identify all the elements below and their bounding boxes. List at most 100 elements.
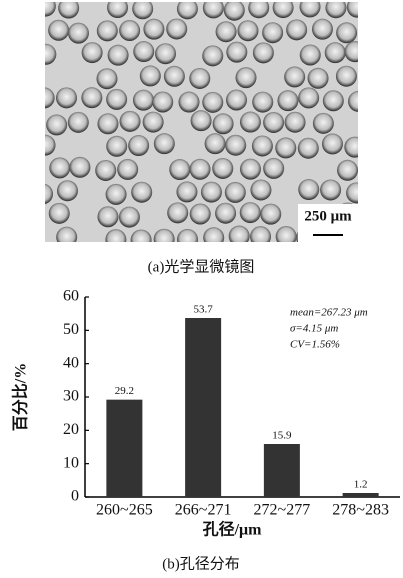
bead bbox=[336, 22, 357, 43]
bead bbox=[298, 87, 319, 108]
bead bbox=[69, 157, 90, 178]
annotation: σ=4.15 μm bbox=[290, 323, 338, 335]
bead bbox=[32, 183, 53, 204]
bead bbox=[48, 20, 69, 41]
bead bbox=[154, 229, 175, 250]
bead bbox=[49, 203, 70, 224]
bead bbox=[190, 159, 211, 180]
bead bbox=[81, 87, 102, 108]
bead bbox=[97, 20, 118, 41]
bead bbox=[97, 206, 118, 227]
y-tick-label: 30 bbox=[63, 388, 79, 405]
bead bbox=[346, 182, 367, 203]
bead bbox=[240, 159, 261, 180]
bead bbox=[46, 114, 67, 135]
bead bbox=[252, 92, 273, 113]
bar bbox=[185, 318, 221, 497]
y-axis-label: 百分比/% bbox=[12, 363, 30, 431]
bead bbox=[57, 180, 78, 201]
bead bbox=[356, 203, 377, 224]
bead bbox=[253, 42, 274, 63]
bead bbox=[300, 44, 321, 65]
bead bbox=[82, 42, 103, 63]
value-label: 53.7 bbox=[194, 304, 214, 316]
bead bbox=[276, 226, 297, 247]
bead bbox=[337, 160, 358, 181]
bead bbox=[229, 226, 250, 247]
bead bbox=[240, 112, 261, 133]
bead bbox=[140, 65, 161, 86]
bead bbox=[35, 135, 56, 156]
y-tick-label: 0 bbox=[71, 488, 79, 505]
bead bbox=[34, 87, 55, 108]
bead bbox=[286, 19, 307, 40]
bead bbox=[360, 67, 381, 88]
y-tick-label: 10 bbox=[63, 454, 79, 471]
bead bbox=[212, 158, 233, 179]
x-tick-label: 260~265 bbox=[96, 502, 153, 519]
bead bbox=[203, 227, 224, 248]
bead bbox=[106, 184, 127, 205]
y-tick-label: 50 bbox=[63, 321, 79, 338]
bead bbox=[177, 229, 198, 250]
bead bbox=[152, 91, 173, 112]
bead bbox=[106, 136, 127, 157]
bead bbox=[190, 203, 211, 224]
bead bbox=[240, 202, 261, 223]
bead bbox=[189, 68, 210, 89]
bead bbox=[202, 92, 223, 113]
bead bbox=[285, 112, 306, 133]
bead bbox=[312, 19, 333, 40]
bead bbox=[213, 113, 234, 134]
bead bbox=[56, 87, 77, 108]
bead bbox=[143, 19, 164, 40]
bead bbox=[250, 179, 271, 200]
x-axis-label: 孔径/μm bbox=[203, 520, 263, 539]
y-tick-label: 40 bbox=[63, 354, 79, 371]
micrograph: 250 μm bbox=[32, 0, 382, 250]
bead bbox=[260, 204, 281, 225]
bead bbox=[277, 90, 298, 111]
bead bbox=[308, 68, 329, 89]
bead bbox=[298, 138, 319, 159]
bead bbox=[97, 113, 118, 134]
caption-b: (b)孔径分布 bbox=[162, 555, 240, 572]
bead bbox=[131, 229, 152, 250]
value-label: 29.2 bbox=[115, 385, 134, 397]
bead bbox=[117, 159, 138, 180]
bead bbox=[108, 45, 129, 66]
bead bbox=[178, 92, 199, 113]
chart: 百分比/% 孔径/μm (b)孔径分布 0102030405060260~265… bbox=[12, 288, 400, 573]
y-tick-label: 20 bbox=[63, 421, 79, 438]
bead bbox=[358, 111, 379, 132]
bead bbox=[143, 112, 164, 133]
x-tick-label: 272~277 bbox=[254, 502, 311, 519]
bead bbox=[226, 42, 247, 63]
bar bbox=[264, 444, 300, 497]
bead bbox=[176, 181, 197, 202]
bead bbox=[120, 111, 141, 132]
bead bbox=[131, 182, 152, 203]
bead bbox=[284, 66, 305, 87]
bead bbox=[262, 22, 283, 43]
bead bbox=[202, 45, 223, 66]
bead bbox=[133, 41, 154, 62]
bead bbox=[191, 110, 212, 131]
value-label: 1.2 bbox=[354, 479, 368, 491]
annotation: mean=267.23 μm bbox=[290, 307, 368, 319]
bead bbox=[95, 160, 116, 181]
bead bbox=[169, 159, 190, 180]
caption-a: (a)光学显微镜图 bbox=[148, 257, 255, 275]
bead bbox=[49, 157, 70, 178]
bead bbox=[298, 179, 319, 200]
bead bbox=[166, 18, 187, 39]
bead bbox=[336, 66, 357, 87]
bead bbox=[344, 137, 365, 158]
bead bbox=[323, 90, 344, 111]
bead bbox=[313, 113, 334, 134]
bead bbox=[56, 227, 77, 248]
bead bbox=[68, 23, 89, 44]
bead bbox=[348, 91, 369, 112]
bead bbox=[358, 160, 379, 181]
bead bbox=[325, 42, 346, 63]
